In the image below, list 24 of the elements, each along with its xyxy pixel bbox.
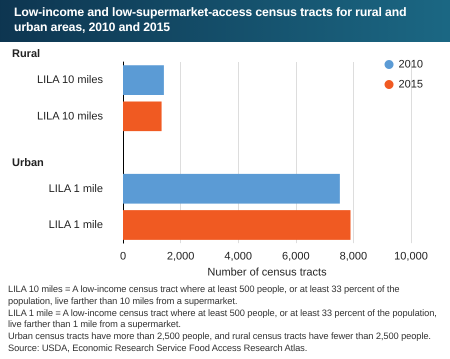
x-tick-label: 8,000 xyxy=(340,250,368,263)
text: LILA 1 mile = A low-income census tract where at least 500 people, or at least 33 percent of the population, live farther than 1 mile from a supermarket. xyxy=(8,308,438,332)
text: LILA 10 miles = A low-income census tract where at least 500 people, or at least 33 percent of the population, live farther than 10 miles from a supermarket. xyxy=(8,284,400,308)
source-note: Source: USDA, Economic Research Service Food Access Research Atlas. xyxy=(8,342,308,355)
x-axis-title: Number of census tracts xyxy=(207,266,328,278)
x-tick-label: 10,000 xyxy=(394,250,428,263)
text: Rural xyxy=(12,48,40,60)
bar xyxy=(123,174,340,204)
y-tick-label: LILA 10 miles xyxy=(36,74,104,86)
x-tick-label: 2,000 xyxy=(166,250,194,263)
y-tick-label: LILA 1 mile xyxy=(48,182,103,195)
text: Urban xyxy=(12,156,44,169)
bar xyxy=(123,101,162,132)
legend-label: 2015 xyxy=(398,78,424,90)
x-tick-label: 0 xyxy=(120,250,126,263)
x-tick-label: 6,000 xyxy=(282,250,310,263)
y-tick-label: LILA 1 mile xyxy=(48,218,103,231)
y-tick-label: LILA 10 miles xyxy=(36,110,104,122)
legend-label: 2010 xyxy=(398,58,424,70)
bar xyxy=(123,210,351,240)
x-tick-label: 4,000 xyxy=(224,250,252,263)
text: Urban census tracts have more than 2,500 people, and rural census tracts have fewer than 2,500 people. xyxy=(8,331,432,343)
bar xyxy=(123,65,164,95)
chart-title: Low-income and low-supermarket-access census tracts for rural and urban areas, 2010 and 2015 xyxy=(0,0,450,42)
